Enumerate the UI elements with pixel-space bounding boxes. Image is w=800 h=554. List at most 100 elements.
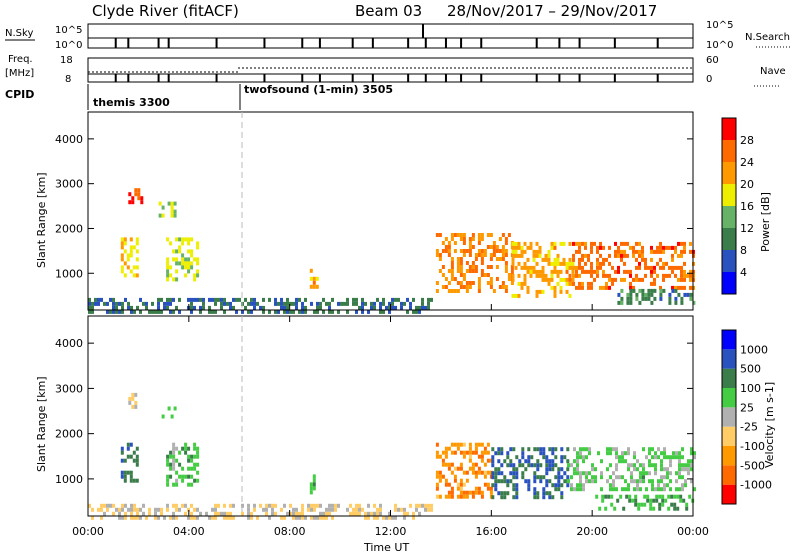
power-cell <box>568 261 572 266</box>
power-cell <box>581 241 584 246</box>
velocity-cell <box>274 503 277 508</box>
velocity-cell <box>660 459 663 464</box>
velocity-cell <box>627 467 630 472</box>
power-cell <box>208 297 211 302</box>
power-cell <box>541 269 545 274</box>
velocity-colorbar-frame <box>721 329 737 505</box>
velocity-cell <box>459 494 463 499</box>
power-cell <box>196 257 200 262</box>
velocity-cell <box>645 471 648 476</box>
velocity-cell <box>542 447 546 452</box>
nsky-right-top: 10^5 <box>706 20 733 31</box>
velocity-cell <box>121 515 124 520</box>
power-cell <box>409 301 412 306</box>
power-cell <box>514 249 518 254</box>
power-cell <box>391 301 394 306</box>
power-cell <box>253 301 256 306</box>
velocity-cell <box>660 475 663 480</box>
velocity-cell <box>597 451 600 456</box>
velocity-cell <box>636 483 639 488</box>
power-cell <box>568 293 572 298</box>
velocity-cell <box>642 471 645 476</box>
power-cell <box>590 249 593 254</box>
velocity-cell <box>379 511 382 516</box>
power-cell <box>495 265 499 269</box>
velocity-cell <box>129 470 133 475</box>
power-cell <box>471 245 475 249</box>
velocity-cell <box>494 471 498 476</box>
power-cell <box>507 273 511 277</box>
velocity-cell <box>669 463 672 468</box>
velocity-cell <box>576 483 579 488</box>
velocity-cell <box>217 511 220 516</box>
velocity-cell <box>567 463 570 468</box>
velocity-cell <box>441 458 445 463</box>
power-cell <box>123 237 127 242</box>
velocity-cell <box>693 455 696 460</box>
power-cell <box>241 309 244 314</box>
power-cell <box>562 257 566 262</box>
power-cell <box>653 296 657 301</box>
power-cell <box>584 261 587 266</box>
power-cell <box>568 241 572 246</box>
power-cell <box>650 245 653 250</box>
power-cell <box>181 253 185 258</box>
power-cell <box>680 249 683 254</box>
velocity-cell <box>280 515 283 520</box>
velocity-cell <box>551 451 555 456</box>
power-cell <box>91 305 94 310</box>
velocity-cell <box>131 396 135 401</box>
xtick-label-1: 04:00 <box>173 525 205 538</box>
velocity-cell <box>661 494 665 499</box>
power-cell <box>190 261 194 266</box>
velocity-cell <box>190 511 193 516</box>
power-cell <box>689 249 692 254</box>
velocity-cell <box>295 507 298 512</box>
xtick-label-6: 00:00 <box>677 525 709 538</box>
power-cell <box>124 297 127 302</box>
velocity-cell <box>181 446 185 451</box>
power-cell <box>193 297 196 302</box>
power-colorbar-label: Power [dB] <box>759 192 772 252</box>
velocity-cell <box>391 515 394 520</box>
velocity-cell <box>604 494 608 499</box>
velocity-cell <box>229 511 232 516</box>
power-cell <box>626 269 629 274</box>
velocity-cell <box>672 455 675 460</box>
power-cell <box>511 277 515 282</box>
velocity-cell <box>214 511 217 516</box>
velocity-cell <box>628 494 632 499</box>
power-cell <box>187 241 191 246</box>
power-cell <box>677 265 680 270</box>
power-cell <box>671 288 675 293</box>
velocity-cell <box>551 447 555 452</box>
power-cell <box>635 249 638 254</box>
velocity-cell <box>557 471 561 476</box>
velocity-cell <box>642 467 645 472</box>
velocity-cell <box>621 487 624 492</box>
power-cell <box>602 273 605 278</box>
velocity-cell <box>123 478 127 483</box>
velocity-cell <box>447 494 451 499</box>
velocity-cell <box>637 506 641 511</box>
velocity-cell <box>163 515 166 520</box>
date-range: 28/Nov/2017 – 29/Nov/2017 <box>447 2 657 20</box>
velocity-cell <box>477 486 481 491</box>
power-cell <box>129 245 133 250</box>
velocity-cell <box>554 455 558 460</box>
power-cell <box>172 277 176 282</box>
velocity-cell <box>214 515 217 520</box>
velocity-cell <box>109 503 112 508</box>
velocity-cell <box>456 486 460 491</box>
velocity-cell <box>462 442 466 447</box>
velocity-cell <box>648 463 651 468</box>
velocity-cell <box>636 459 639 464</box>
velocity-cell <box>131 404 135 409</box>
velocity-cell <box>358 507 361 512</box>
power-region-5 <box>435 233 514 293</box>
power-cell <box>355 297 358 302</box>
velocity-cell <box>687 463 690 468</box>
power-cell <box>283 301 286 306</box>
velocity-cell <box>400 507 403 512</box>
power-cell <box>123 273 127 278</box>
